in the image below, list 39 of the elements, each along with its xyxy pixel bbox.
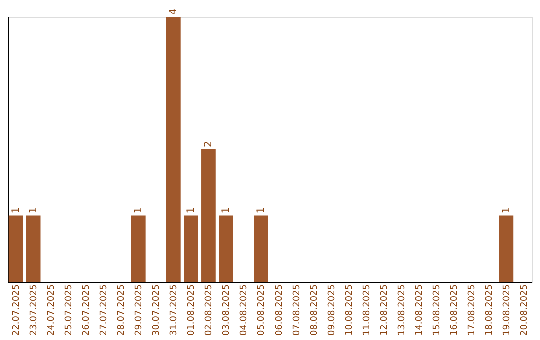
data-label: 2: [204, 141, 215, 148]
x-tick-label: 05.08.2025: [257, 284, 268, 336]
x-tick-label: 22.07.2025: [12, 284, 22, 336]
x-tick-label: 11.08.2025: [362, 284, 372, 336]
x-tick-label: 24.07.2025: [47, 284, 58, 336]
x-tick-label: 20.08.2025: [520, 284, 530, 336]
x-tick-label: 09.08.2025: [327, 284, 338, 336]
data-label: 1: [256, 207, 268, 214]
x-tick-label: 01.08.2025: [187, 284, 198, 336]
x-tick-label: 26.07.2025: [82, 284, 92, 336]
x-tick-label: 04.08.2025: [240, 284, 250, 336]
x-tick-label: 02.08.2025: [204, 284, 215, 336]
x-tick-label: 17.08.2025: [467, 284, 478, 336]
x-tick-label: 28.07.2025: [117, 284, 128, 336]
x-tick-label: 29.07.2025: [134, 284, 145, 336]
data-label: 1: [11, 207, 22, 214]
x-tick-label: 06.08.2025: [274, 284, 285, 336]
x-tick-label: 08.08.2025: [310, 284, 320, 336]
x-tick-label: 03.08.2025: [222, 284, 232, 336]
x-tick-label: 10.08.2025: [344, 284, 355, 336]
data-label: 1: [221, 207, 232, 214]
x-tick-label: 16.08.2025: [450, 284, 460, 336]
x-tick-label: 25.07.2025: [64, 284, 75, 336]
x-tick-label: 30.07.2025: [152, 284, 162, 336]
x-tick-label: 27.07.2025: [100, 284, 110, 336]
data-label: 1: [501, 207, 512, 214]
x-tick-label: 12.08.2025: [380, 284, 390, 336]
data-label: 1: [186, 207, 198, 214]
x-tick-label: 07.08.2025: [292, 284, 302, 336]
x-tick-label: 15.08.2025: [432, 284, 442, 336]
x-tick-label: 14.08.2025: [414, 284, 425, 336]
x-tick-label: 19.08.2025: [502, 284, 512, 336]
x-tick-label: 31.07.2025: [170, 284, 180, 336]
x-tick-label: 23.07.2025: [30, 284, 40, 336]
data-label: 1: [134, 207, 145, 214]
data-label: 1: [28, 207, 40, 214]
x-tick-label: 13.08.2025: [397, 284, 408, 336]
x-tick-label: 18.08.2025: [484, 284, 495, 336]
data-label: 4: [168, 8, 180, 15]
